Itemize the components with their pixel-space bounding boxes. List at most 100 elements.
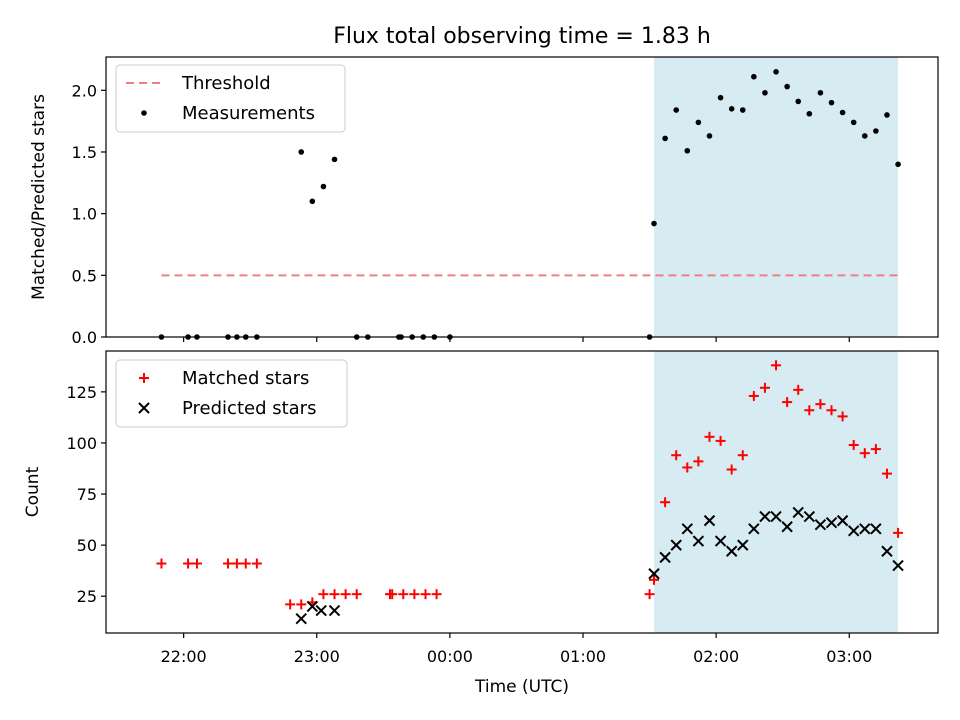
predicted-star-point xyxy=(328,604,341,617)
y-tick-label: 100 xyxy=(66,434,97,453)
matched-star-point xyxy=(671,450,682,461)
legend-box xyxy=(115,359,348,428)
measurement-point xyxy=(895,161,901,168)
bottom-y-axis-label: Count xyxy=(23,466,43,517)
measurement-point xyxy=(828,99,835,106)
predicted-star-point xyxy=(825,516,838,529)
matched-star-point xyxy=(870,444,881,455)
matched-star-point xyxy=(759,382,770,393)
y-tick-label: 0.5 xyxy=(72,266,97,285)
matched-star-point xyxy=(826,405,837,416)
y-tick-label: 1.5 xyxy=(72,143,97,162)
predicted-star-point xyxy=(648,568,660,580)
measurement-point xyxy=(751,73,757,80)
top-plot-frame xyxy=(105,56,939,338)
predicted-star-point xyxy=(781,521,793,533)
measurement-point xyxy=(806,110,813,117)
x-axis-label: Time (UTC) xyxy=(474,677,569,697)
measurement-point xyxy=(795,98,802,105)
bottom-y-axis: 25 50 75 100 125 xyxy=(66,383,106,606)
predicted-star-point xyxy=(748,523,760,535)
y-tick-label: 1.0 xyxy=(72,205,97,224)
matched-star-point xyxy=(660,497,671,508)
measurement-point xyxy=(762,89,768,96)
measurement-point xyxy=(728,106,735,112)
measurement-point xyxy=(739,107,746,113)
matched-star-point xyxy=(251,558,262,569)
measurement-point xyxy=(320,183,327,190)
predicted-star-point xyxy=(859,523,871,535)
predicted-star-point xyxy=(714,535,727,547)
matched-star-point xyxy=(881,468,892,479)
matched-star-point xyxy=(223,558,234,569)
measurement-point xyxy=(839,109,846,116)
matched-star-point xyxy=(398,589,409,600)
matched-star-point xyxy=(329,589,340,600)
predicted-star-point xyxy=(725,545,738,557)
legend-label: Matched stars xyxy=(182,368,309,389)
measurement-point xyxy=(861,133,868,139)
predicted-star-point xyxy=(836,514,849,527)
measurement-point xyxy=(651,220,657,227)
x-tick-label: 01:00 xyxy=(560,647,606,666)
predicted-star-point xyxy=(670,539,682,551)
matched-star-point xyxy=(409,589,420,600)
measurement-point xyxy=(662,135,668,142)
y-tick-label: 50 xyxy=(77,536,97,555)
matched-stars-series xyxy=(156,360,904,610)
matched-star-point xyxy=(351,589,362,600)
legend-box xyxy=(115,64,346,133)
matched-star-point xyxy=(893,527,904,538)
measurement-point xyxy=(695,119,702,126)
legend-label: Threshold xyxy=(181,73,271,94)
predicted-star-point xyxy=(737,539,749,551)
measurement-point xyxy=(784,83,790,90)
matched-star-point xyxy=(156,558,167,569)
matched-star-point xyxy=(859,448,870,459)
predicted-star-point xyxy=(759,510,771,523)
x-tick-label: 03:00 xyxy=(826,647,872,666)
measurement-point xyxy=(684,147,691,154)
predicted-star-point xyxy=(306,600,319,613)
matched-star-point xyxy=(296,599,307,610)
measurement-point xyxy=(873,128,879,134)
top-y-axis: 0.0 0.5 1.0 1.5 2.0 xyxy=(72,81,106,347)
measurement-point xyxy=(817,89,824,96)
predicted-star-point xyxy=(803,510,816,523)
predicted-star-point xyxy=(659,551,671,564)
y-tick-label: 125 xyxy=(66,383,97,402)
matched-star-point xyxy=(693,456,704,467)
top-legend: Threshold Measurements xyxy=(115,64,346,133)
matched-star-point xyxy=(726,464,737,475)
bottom-plot-frame xyxy=(105,350,939,634)
matched-star-point xyxy=(318,589,329,600)
y-tick-label: 2.0 xyxy=(72,81,97,100)
predicted-star-point xyxy=(792,506,804,519)
matched-star-point xyxy=(431,589,442,600)
matched-star-point xyxy=(737,450,748,461)
matched-star-point xyxy=(340,589,351,600)
matched-star-point xyxy=(782,397,793,408)
y-tick-label: 25 xyxy=(77,587,97,606)
matched-star-point xyxy=(240,558,251,569)
measurement-point xyxy=(773,69,779,75)
bottom-x-axis: 22:00 23:00 00:00 01:00 02:00 03:00 xyxy=(161,633,872,666)
matched-star-point xyxy=(649,574,660,585)
predicted-star-point xyxy=(681,523,693,535)
predicted-star-point xyxy=(295,612,307,625)
matched-star-point xyxy=(231,558,242,569)
top-y-axis-label: Matched/Predicted stars xyxy=(29,94,49,300)
measurement-point xyxy=(331,156,338,163)
x-tick-label: 22:00 xyxy=(161,647,207,666)
legend-predicted-swatch xyxy=(138,402,150,414)
matched-star-point xyxy=(704,431,715,442)
y-tick-label: 0.0 xyxy=(72,328,97,347)
predicted-star-point xyxy=(847,525,860,537)
chart-title: Flux total observing time = 1.83 h xyxy=(333,24,711,49)
matched-star-point xyxy=(815,399,826,410)
matched-star-point xyxy=(285,599,296,610)
predicted-star-point xyxy=(703,514,716,527)
matched-star-point xyxy=(183,558,194,569)
matched-star-point xyxy=(793,384,804,395)
